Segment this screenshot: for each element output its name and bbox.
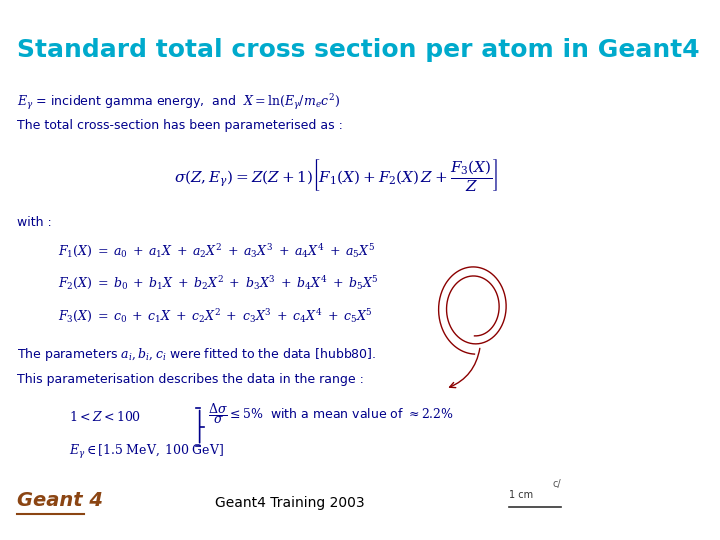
Text: Geant4 Training 2003: Geant4 Training 2003 <box>215 496 364 510</box>
Text: This parameterisation describes the data in the range :: This parameterisation describes the data… <box>17 373 364 386</box>
Text: The parameters $a_i, b_i, c_i$ were fitted to the data [hubb80].: The parameters $a_i, b_i, c_i$ were fitt… <box>17 346 377 362</box>
Text: $1 < Z < 100$: $1 < Z < 100$ <box>69 410 142 424</box>
Text: The total cross-section has been parameterised as :: The total cross-section has been paramet… <box>17 119 343 132</box>
Text: $F_1(X) \;=\; a_0 \;+\; a_1 X \;+\; a_2 X^2 \;+\; a_3 X^3 \;+\; a_4 X^4 \;+\; a_: $F_1(X) \;=\; a_0 \;+\; a_1 X \;+\; a_2 … <box>58 243 375 260</box>
Text: Geant 4: Geant 4 <box>17 491 104 510</box>
Text: $E_\gamma$ = incident gamma energy,  and  $X = \ln(E_\gamma / m_e c^2)$: $E_\gamma$ = incident gamma energy, and … <box>17 92 341 112</box>
Text: $E_\gamma \in [1.5\;\mathrm{MeV},\;100\;\mathrm{GeV}]$: $E_\gamma \in [1.5\;\mathrm{MeV},\;100\;… <box>69 443 225 461</box>
Text: Standard total cross section per atom in Geant4: Standard total cross section per atom in… <box>17 38 700 62</box>
Text: $F_2(X) \;=\; b_0 \;+\; b_1 X \;+\; b_2 X^2 \;+\; b_3 X^3 \;+\; b_4 X^4 \;+\; b_: $F_2(X) \;=\; b_0 \;+\; b_1 X \;+\; b_2 … <box>58 275 379 293</box>
Text: $\sigma(Z, E_\gamma) = Z(Z+1)\left[F_1(X) + F_2(X)\,Z + \dfrac{F_3(X)}{Z}\right]: $\sigma(Z, E_\gamma) = Z(Z+1)\left[F_1(X… <box>174 157 498 193</box>
Text: 1 cm: 1 cm <box>509 489 534 500</box>
Text: $\dfrac{\Delta\sigma}{\sigma} \leq 5\%$  with a mean value of $\approx 2.2\%$: $\dfrac{\Delta\sigma}{\sigma} \leq 5\%$ … <box>208 401 454 426</box>
Text: with :: with : <box>17 216 52 229</box>
Text: $F_3(X) \;=\; c_0 \;+\; c_1 X \;+\; c_2 X^2 \;+\; c_3 X^3 \;+\; c_4 X^4 \;+\; c_: $F_3(X) \;=\; c_0 \;+\; c_1 X \;+\; c_2 … <box>58 308 373 325</box>
Text: c/: c/ <box>553 478 562 489</box>
